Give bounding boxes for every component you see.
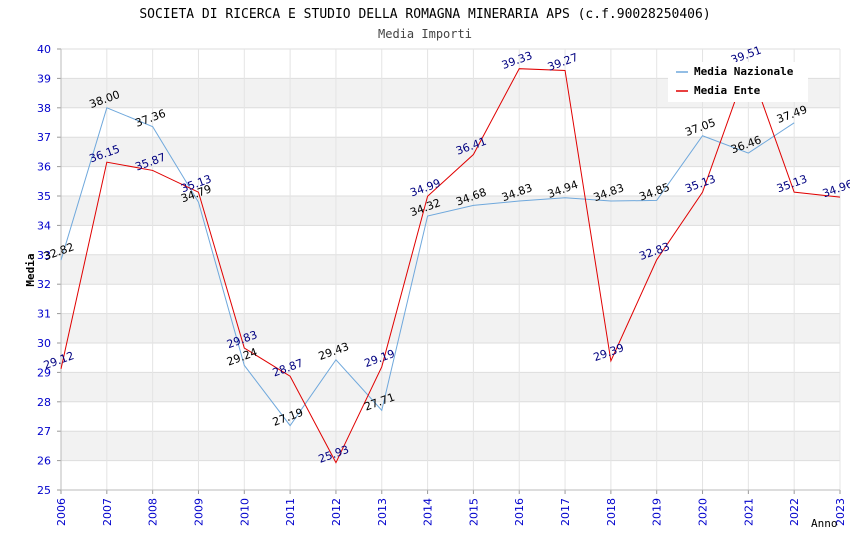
- grid-band: [61, 137, 840, 167]
- x-tick-label: 2015: [467, 498, 480, 526]
- y-tick-label: 26: [37, 455, 51, 468]
- data-label-media-nazionale: 27.19: [271, 406, 305, 429]
- x-tick-label: 2012: [330, 498, 343, 526]
- x-tick-label: 2008: [147, 498, 160, 526]
- x-tick-label: 2014: [422, 498, 435, 526]
- series-line-media-ente: [60, 61, 841, 464]
- data-label-media-ente: 39.33: [500, 49, 534, 72]
- x-tick-label: 2016: [513, 498, 526, 526]
- legend-label-media-ente: Media Ente: [694, 84, 761, 97]
- y-tick-label: 37: [37, 131, 51, 144]
- x-tick-label: 2006: [55, 498, 68, 526]
- y-tick-label: 32: [37, 278, 51, 291]
- x-tick-label: 2018: [605, 498, 618, 526]
- x-tick-label: 2017: [559, 498, 572, 526]
- x-tick-label: 2011: [284, 498, 297, 526]
- y-tick-label: 25: [37, 484, 51, 497]
- x-tick-label: 2021: [742, 498, 755, 526]
- grid-band: [61, 313, 840, 343]
- chart-title: SOCIETA DI RICERCA E STUDIO DELLA ROMAGN…: [139, 7, 710, 22]
- x-tick-label: 2019: [651, 498, 664, 526]
- x-tick-label: 2020: [697, 498, 710, 526]
- axes: [60, 49, 840, 491]
- x-tick-label: 2009: [192, 498, 205, 526]
- x-tick-labels: 2006 2007 2008 2009 2010 2011 2012 2013 2014 2015…: [55, 498, 847, 526]
- y-tick-label: 35: [37, 190, 51, 203]
- y-tick-label: 27: [37, 425, 51, 438]
- data-label-media-ente: 29.19: [363, 347, 397, 370]
- x-tick-label: 2023: [834, 498, 847, 526]
- legend-label-media-nazionale: Media Nazionale: [694, 65, 794, 78]
- grid-band: [61, 372, 840, 402]
- y-tick-label: 33: [37, 249, 51, 262]
- y-tick-label: 28: [37, 396, 51, 409]
- x-tick-label: 2013: [376, 498, 389, 526]
- y-axis-label: Media: [24, 253, 37, 286]
- y-tick-label: 36: [37, 161, 51, 174]
- data-label-media-ente: 35.13: [683, 172, 717, 195]
- data-label-media-nazionale: 37.05: [683, 116, 717, 139]
- grid-band: [61, 254, 840, 285]
- x-tick-label: 2010: [238, 498, 251, 526]
- grid-band: [61, 431, 840, 461]
- y-tick-label: 31: [37, 308, 51, 321]
- x-axis-label: Anno: [811, 517, 838, 530]
- y-tick-label: 34: [37, 219, 51, 232]
- y-tick-label: 40: [37, 43, 51, 56]
- chart-subtitle: Media Importi: [378, 27, 472, 41]
- data-label-media-ente: 29.12: [42, 349, 76, 372]
- background-bands: [61, 78, 840, 461]
- legend: Media Nazionale Media Ente: [668, 62, 808, 102]
- y-tick-label: 29: [37, 366, 51, 379]
- y-tick-label: 30: [37, 337, 51, 350]
- y-tick-label: 38: [37, 102, 51, 115]
- y-tick-label: 39: [37, 72, 51, 85]
- data-label-media-nazionale: 37.36: [133, 107, 167, 130]
- y-tick-labels: 25 26 27 28 29 30 31 32 33 34 35 36 37 38 39 40: [37, 43, 51, 497]
- legend-background: [668, 62, 808, 102]
- x-tick-label: 2007: [101, 498, 114, 526]
- data-label-media-ente: 35.13: [775, 172, 809, 195]
- x-tick-label: 2022: [788, 498, 801, 526]
